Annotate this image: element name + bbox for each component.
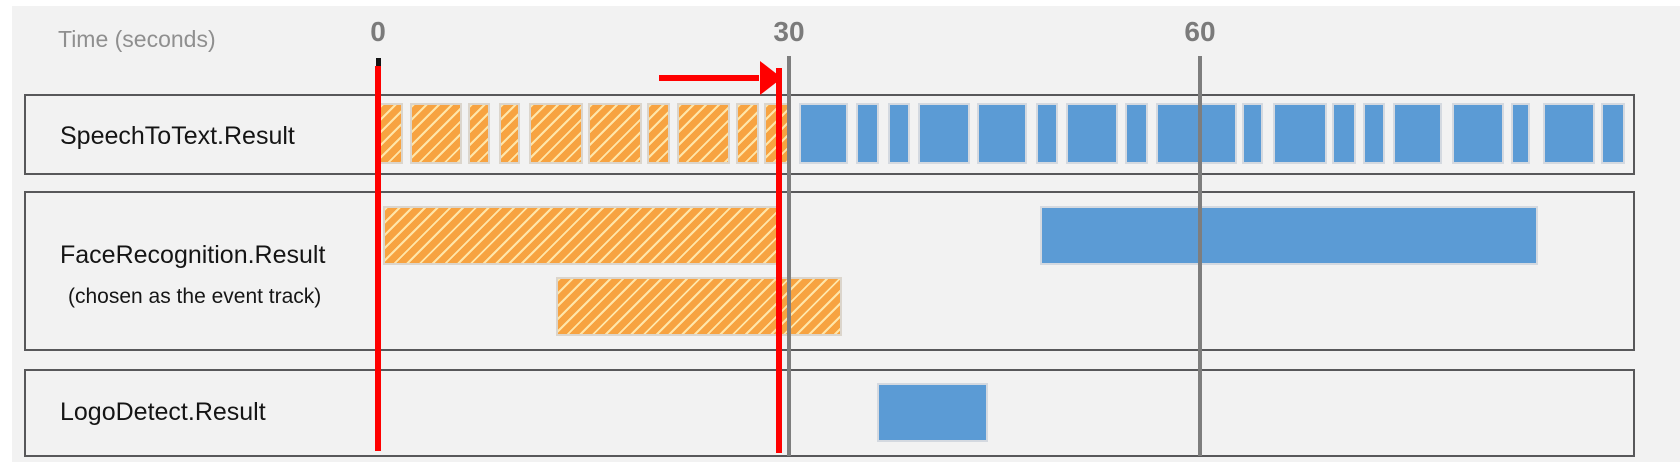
processing-cursor-line [776, 68, 783, 453]
track-label-face-recognition: FaceRecognition.Result [60, 241, 326, 269]
timeline-segment-processed [468, 103, 491, 164]
axis-title: Time (seconds) [58, 26, 216, 52]
timeline-segment-processed [556, 277, 843, 336]
axis-tick-label-0s: 0 [370, 16, 386, 47]
cursor-arrow-right-icon [760, 61, 783, 95]
timeline-segment-processed [735, 103, 759, 164]
gridline-30s [787, 56, 791, 456]
timeline-segment-processed [646, 103, 670, 164]
track-label-logo-detect: LogoDetect.Result [60, 398, 266, 426]
timeline-segment-processed [528, 103, 584, 164]
timeline-segment-pending [1393, 103, 1443, 164]
timeline-segment-pending [798, 103, 848, 164]
timeline-segment-pending [1035, 103, 1058, 164]
timeline-segment-pending [1452, 103, 1505, 164]
timeline-segment-pending [887, 103, 910, 164]
track-panel-speech-to-text: SpeechToText.Result [24, 94, 1635, 175]
track-sublabel-event-track-note: (chosen as the event track) [68, 285, 322, 308]
timeline-segment-pending [917, 103, 970, 164]
track-panel-face-recognition: FaceRecognition.Result (chosen as the ev… [24, 191, 1635, 351]
timeline-segment-processed [409, 103, 462, 164]
cursor-arrow-shaft [659, 75, 760, 81]
axis-tick-label-60s: 60 [1184, 16, 1216, 47]
timeline-segment-pending [856, 103, 880, 164]
timeline-segment-processed [676, 103, 731, 164]
timeline-segment-processed [498, 103, 521, 164]
timeline-segment-pending [876, 383, 988, 442]
timeline-segment-pending [1363, 103, 1385, 164]
timeline-segment-pending [1542, 103, 1595, 164]
timeline-segment-pending [1510, 103, 1531, 164]
timeline-segment-processed [587, 103, 643, 164]
timeline-segment-processed [379, 103, 403, 164]
track-panel-logo-detect: LogoDetect.Result [24, 369, 1635, 457]
timeline-segment-pending [1156, 103, 1237, 164]
timeline-segment-pending [1124, 103, 1148, 164]
timeline-segment-pending [1039, 206, 1539, 265]
start-marker-line [375, 66, 381, 451]
axis-tick-label-30s: 30 [773, 16, 805, 47]
timeline-segment-pending [1242, 103, 1264, 164]
gridline-60s [1198, 56, 1202, 456]
track-label-speech-to-text: SpeechToText.Result [60, 122, 295, 150]
timeline-segment-pending [1065, 103, 1118, 164]
timeline-segment-pending [976, 103, 1028, 164]
timeline-segment-pending [1272, 103, 1328, 164]
timeline-segment-pending [1601, 103, 1625, 164]
timeline-segment-processed [383, 206, 779, 265]
timeline-segment-pending [1331, 103, 1357, 164]
